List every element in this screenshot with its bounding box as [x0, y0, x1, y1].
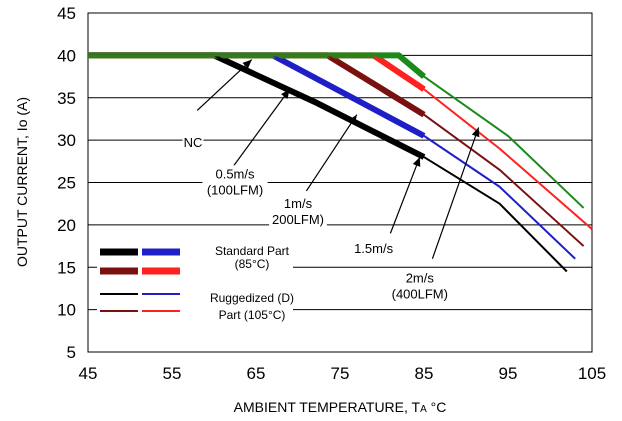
series-green-thin — [88, 54, 585, 209]
annotation-bg — [348, 239, 399, 258]
y-tick-label: 40 — [57, 46, 76, 65]
annotation-bg — [387, 269, 453, 304]
annotation-arrowhead — [471, 127, 480, 138]
x-tick-label: 85 — [415, 364, 434, 383]
x-axis-title: AMBIENT TEMPERATURE, TA °C — [234, 399, 447, 415]
x-tick-label: 55 — [163, 364, 182, 383]
annotation-arrowhead — [281, 89, 290, 99]
y-tick-label: 30 — [57, 131, 76, 150]
annotation-arrow-line — [230, 88, 291, 171]
x-tick-label: 75 — [331, 364, 350, 383]
legend: Standard Part(85°C) Ruggedized (D) Part (1… — [97, 244, 294, 326]
y-tick-label: 20 — [57, 216, 76, 235]
series-group — [88, 52, 593, 273]
annotation-label: (400LFM) — [392, 287, 448, 302]
annotation-label: 2m/s — [406, 271, 435, 286]
y-axis-title: OUTPUT CURRENT, Io (A) — [14, 97, 30, 267]
annotation-arrow-line — [305, 114, 358, 192]
legend-label: (85°C) — [235, 257, 270, 271]
legend-label: Standard Part — [215, 244, 290, 258]
y-tick-labels: 5 10 15 20 25 30 35 40 45 — [57, 4, 76, 362]
x-tick-label: 45 — [79, 364, 98, 383]
y-tick-label: 10 — [57, 301, 76, 320]
x-tick-labels: 45 55 65 75 85 95 105 — [79, 364, 607, 383]
annotation-arrowhead — [242, 59, 252, 69]
annotation-label: NC — [184, 135, 203, 150]
annotation-bg — [202, 165, 268, 200]
annotation-arrowhead — [348, 114, 357, 125]
annotation-label: 0.5m/s — [215, 166, 255, 181]
y-tick-label: 15 — [57, 258, 76, 277]
annotation-arrow-line — [389, 156, 421, 234]
legend-label: Part (105°C) — [219, 308, 286, 322]
y-tick-label: 5 — [67, 343, 76, 362]
annotation-label: 200LFM) — [272, 212, 324, 227]
x-tick-label: 65 — [247, 364, 266, 383]
legend-label: Ruggedized (D) — [210, 291, 294, 305]
annotation-bg — [182, 133, 204, 152]
annotation-label: 1.5m/s — [354, 241, 394, 256]
annotation-bg — [269, 194, 327, 229]
y-tick-label: 45 — [57, 4, 76, 23]
annotation-label: (100LFM) — [207, 182, 263, 197]
annotation-arrowhead — [412, 157, 421, 167]
annotation-arrow-line — [196, 59, 253, 111]
annotation-arrow-line — [431, 127, 480, 259]
x-tick-label: 105 — [578, 364, 606, 383]
annotation-label: 1m/s — [284, 196, 313, 211]
y-tick-label: 35 — [57, 89, 76, 108]
y-tick-label: 25 — [57, 174, 76, 193]
x-tick-label: 95 — [499, 364, 518, 383]
legend-background — [97, 244, 293, 326]
